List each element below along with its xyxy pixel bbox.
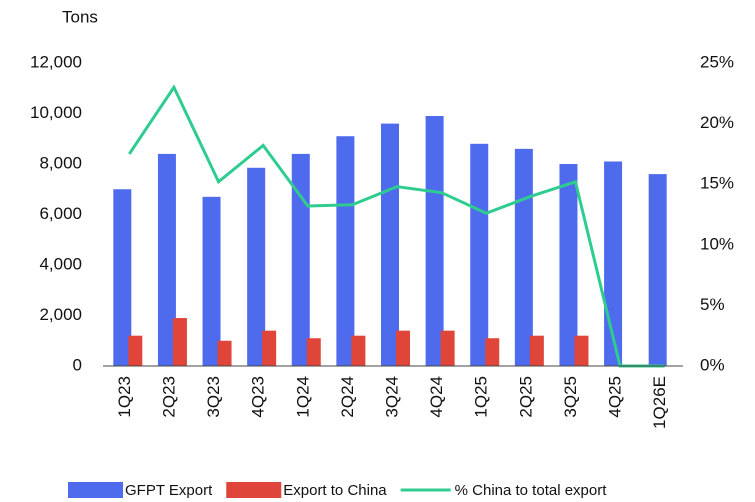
y2-tick-label: 0% <box>700 355 725 374</box>
y-tick-label: 8,000 <box>39 153 82 172</box>
y-tick-label: 6,000 <box>39 204 82 223</box>
bar <box>648 174 667 366</box>
line-series <box>128 84 665 368</box>
bar <box>128 335 143 366</box>
bar <box>381 123 399 366</box>
x-tick-label: 4Q24 <box>427 376 446 418</box>
x-tick-label: 3Q25 <box>561 376 580 418</box>
bar <box>574 335 589 366</box>
bar <box>217 340 232 366</box>
x-tick-label: 3Q24 <box>382 376 401 418</box>
y-axis-label: Tons <box>62 7 98 26</box>
x-tick-label: 2Q25 <box>516 376 535 418</box>
bar <box>262 330 277 366</box>
y-tick-label: 12,000 <box>30 52 82 71</box>
bar <box>113 189 132 366</box>
x-tick-label: 4Q23 <box>249 376 268 418</box>
x-tick-label: 2Q24 <box>338 376 357 418</box>
bar <box>157 153 176 366</box>
bar <box>559 164 578 366</box>
legend-swatch <box>68 482 123 498</box>
bar <box>291 153 310 366</box>
legend-label: GFPT Export <box>125 482 213 499</box>
legend-label: Export to China <box>283 482 387 499</box>
bar <box>172 318 187 366</box>
x-tick-label: 4Q25 <box>606 376 625 418</box>
bar <box>470 143 489 366</box>
bar <box>529 335 544 366</box>
x-tick-label: 1Q26E <box>650 376 669 429</box>
x-tick-label: 2Q23 <box>159 376 178 418</box>
bar <box>202 196 221 366</box>
bar <box>351 335 366 366</box>
bar <box>514 148 533 366</box>
y-tick-label: 2,000 <box>39 305 82 324</box>
legend-label: % China to total export <box>455 482 608 499</box>
bar <box>485 338 500 366</box>
y-tick-label: 0 <box>73 355 82 374</box>
bar <box>425 116 444 367</box>
y-tick-label: 10,000 <box>30 103 82 122</box>
x-tick-label: 1Q23 <box>115 376 134 418</box>
x-tick-label: 3Q23 <box>204 376 223 418</box>
y2-tick-label: 10% <box>700 234 734 253</box>
x-tick-label: 1Q24 <box>293 376 312 418</box>
y2-tick-label: 5% <box>700 295 725 314</box>
y2-tick-label: 15% <box>700 174 734 193</box>
bar <box>336 136 355 366</box>
y-tick-label: 4,000 <box>39 254 82 273</box>
y2-tick-label: 25% <box>700 52 734 71</box>
bar <box>440 330 455 366</box>
x-tick-label: 1Q25 <box>472 376 491 418</box>
bar <box>396 330 410 366</box>
legend-swatch <box>226 482 282 498</box>
bar <box>306 338 321 366</box>
bar <box>247 167 266 366</box>
y2-tick-label: 20% <box>700 113 734 132</box>
